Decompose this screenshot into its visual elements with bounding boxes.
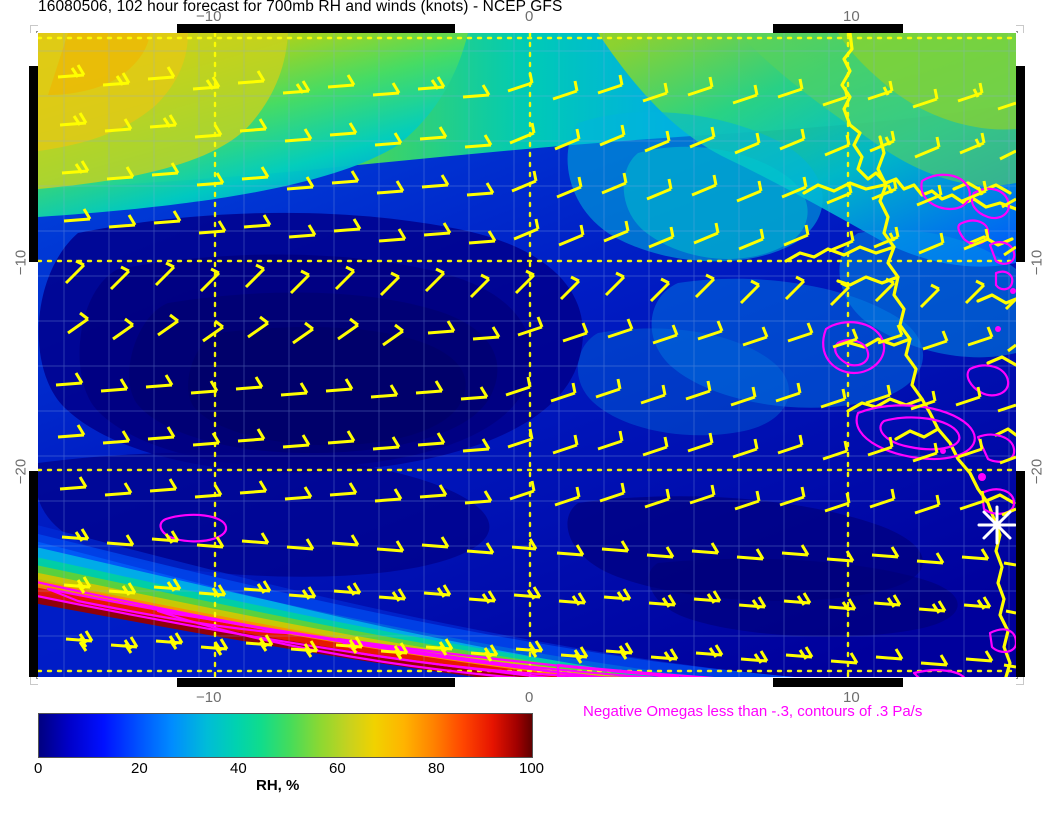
- ytick-right-m20: −20: [1028, 458, 1046, 485]
- xtick-top-m10: −10: [196, 8, 222, 25]
- cbar-tick-20: 20: [131, 760, 148, 777]
- xtick-bottom-0: 0: [525, 689, 534, 706]
- ytick-right-m10: −10: [1028, 249, 1046, 276]
- axis-bar-bottom: [38, 678, 1016, 687]
- omega-legend-note: Negative Omegas less than -.3, contours …: [583, 703, 923, 720]
- cbar-tick-60: 60: [329, 760, 346, 777]
- axis-bar-left: [29, 33, 38, 677]
- coastline-group: [784, 33, 1016, 677]
- ytick-left-m20: −20: [12, 458, 30, 485]
- map-plot-area[interactable]: [38, 33, 1016, 677]
- xtick-top-p10: 10: [843, 8, 860, 25]
- cbar-tick-80: 80: [428, 760, 445, 777]
- omega-contour-group: [38, 173, 1016, 677]
- axis-bar-right: [1016, 33, 1025, 677]
- ytick-left-m10: −10: [12, 249, 30, 276]
- cbar-tick-100: 100: [519, 760, 545, 777]
- rh-colorbar: [38, 713, 533, 758]
- cbar-tick-0: 0: [34, 760, 43, 777]
- axis-bar-top: [38, 24, 1016, 33]
- station-star-marker: [977, 505, 1016, 545]
- map-svg: [38, 33, 1016, 677]
- xtick-top-0: 0: [525, 8, 534, 25]
- xtick-bottom-m10: −10: [196, 689, 222, 706]
- xtick-bottom-p10: 10: [843, 689, 860, 706]
- colorbar-axis-label: RH, %: [256, 777, 300, 794]
- cbar-tick-40: 40: [230, 760, 247, 777]
- wind-barb-group: [55, 64, 1016, 669]
- map-canvas: [38, 33, 1016, 677]
- page-title: 16080506, 102 hour forecast for 700mb RH…: [38, 0, 563, 15]
